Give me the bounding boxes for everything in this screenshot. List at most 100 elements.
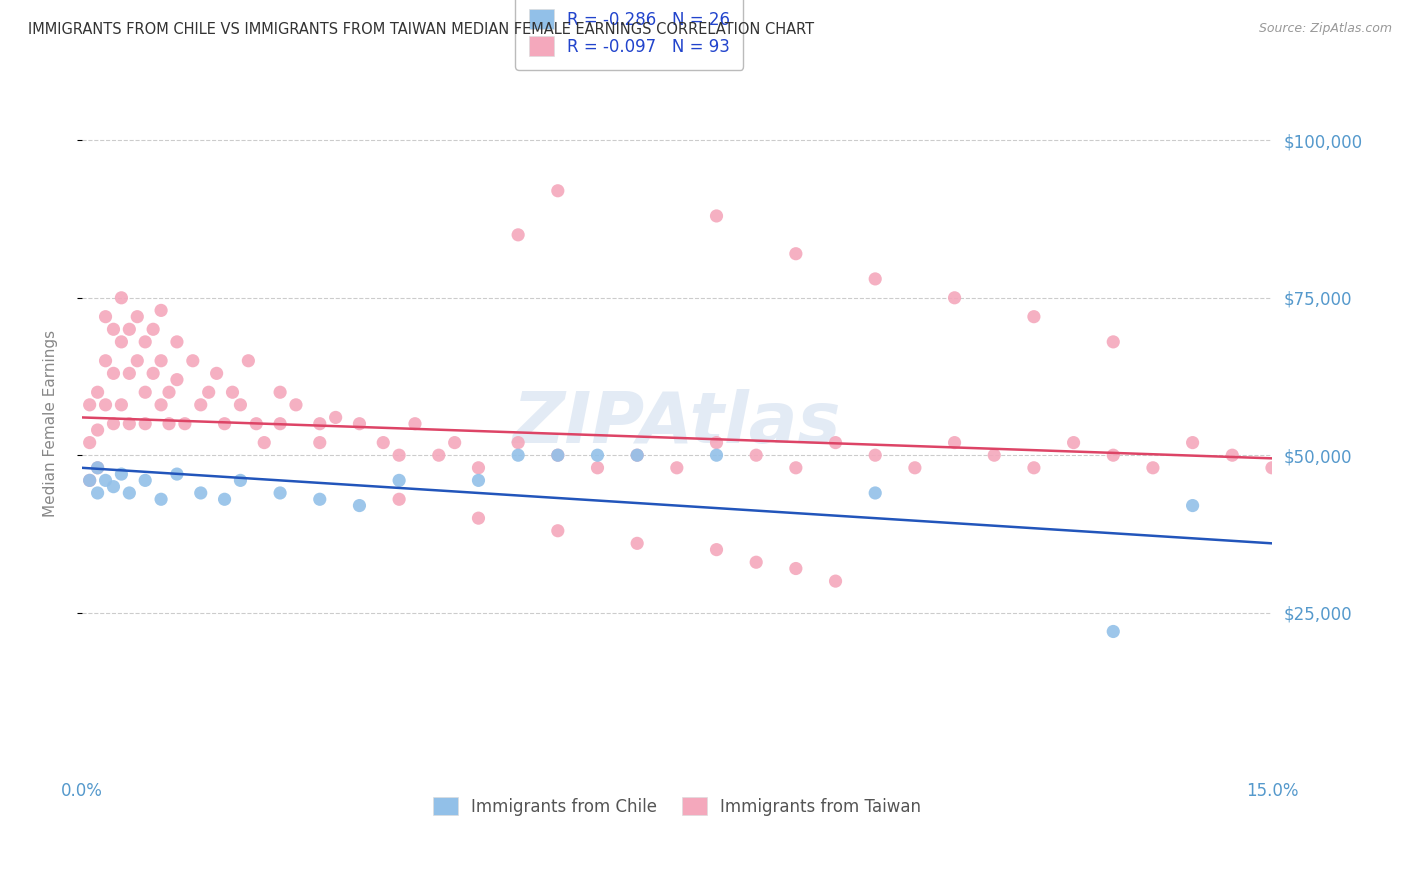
Point [785,460,807,475]
Point [388,474,411,488]
Point [547,184,569,198]
Point [547,448,569,462]
Point [127,353,149,368]
Point [94,353,117,368]
Point [79,474,101,488]
Point [1220,448,1243,462]
Point [308,435,330,450]
Point [863,272,886,286]
Point [157,385,180,400]
Point [221,385,243,400]
Point [103,367,125,381]
Point [166,467,188,481]
Point [110,398,132,412]
Point [467,460,489,475]
Point [586,448,609,462]
Point [824,435,846,450]
Point [118,322,141,336]
Legend: Immigrants from Chile, Immigrants from Taiwan: Immigrants from Chile, Immigrants from T… [425,789,929,824]
Point [863,486,886,500]
Point [118,367,141,381]
Point [626,536,648,550]
Point [373,435,395,450]
Point [150,303,173,318]
Point [94,474,117,488]
Point [785,561,807,575]
Text: Source: ZipAtlas.com: Source: ZipAtlas.com [1258,22,1392,36]
Point [118,486,141,500]
Point [181,353,204,368]
Point [190,486,212,500]
Point [142,322,165,336]
Point [79,435,101,450]
Point [214,492,236,507]
Point [626,448,648,462]
Point [269,417,291,431]
Y-axis label: Median Female Earnings: Median Female Earnings [44,330,58,517]
Point [127,310,149,324]
Point [150,353,173,368]
Point [467,474,489,488]
Point [745,448,768,462]
Point [103,480,125,494]
Point [508,448,530,462]
Point [134,417,156,431]
Point [508,435,530,450]
Point [1063,435,1085,450]
Point [150,492,173,507]
Point [706,542,728,557]
Point [508,227,530,242]
Point [103,417,125,431]
Point [706,209,728,223]
Point [427,448,450,462]
Point [983,448,1005,462]
Point [214,417,236,431]
Point [586,460,609,475]
Point [904,460,927,475]
Point [79,398,101,412]
Point [86,460,108,475]
Point [103,322,125,336]
Point [388,492,411,507]
Point [1181,499,1204,513]
Point [269,385,291,400]
Point [1142,460,1164,475]
Point [785,246,807,260]
Point [166,334,188,349]
Text: IMMIGRANTS FROM CHILE VS IMMIGRANTS FROM TAIWAN MEDIAN FEMALE EARNINGS CORRELATI: IMMIGRANTS FROM CHILE VS IMMIGRANTS FROM… [28,22,814,37]
Point [134,385,156,400]
Point [745,555,768,569]
Point [943,291,966,305]
Point [1102,334,1125,349]
Point [626,448,648,462]
Point [134,334,156,349]
Point [308,417,330,431]
Point [349,499,371,513]
Point [443,435,465,450]
Point [86,486,108,500]
Point [1261,460,1284,475]
Point [943,435,966,450]
Point [150,398,173,412]
Point [79,474,101,488]
Text: ZIPAtlas: ZIPAtlas [513,389,841,458]
Point [86,385,108,400]
Point [706,435,728,450]
Point [86,423,108,437]
Point [706,448,728,462]
Point [253,435,276,450]
Point [229,398,252,412]
Point [285,398,308,412]
Point [94,398,117,412]
Point [190,398,212,412]
Point [238,353,260,368]
Point [1102,448,1125,462]
Point [245,417,267,431]
Point [142,367,165,381]
Point [388,448,411,462]
Point [269,486,291,500]
Point [308,492,330,507]
Point [110,334,132,349]
Point [94,310,117,324]
Point [110,467,132,481]
